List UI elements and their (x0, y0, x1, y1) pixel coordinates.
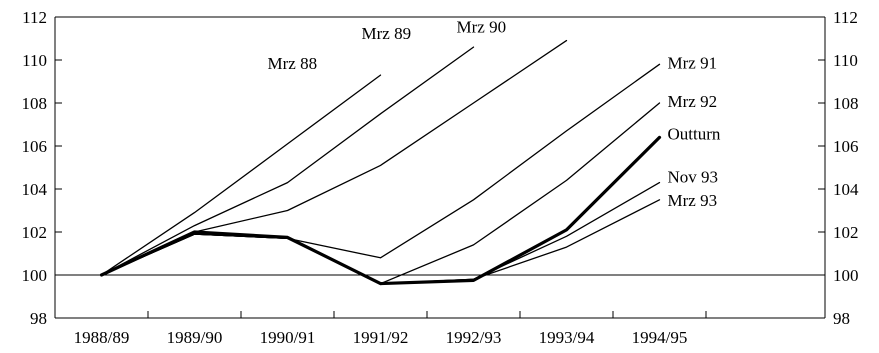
series-line-nov-93 (100, 181, 661, 285)
series-label-mrz-91: Mrz 91 (668, 53, 718, 72)
series-line-mrz-90 (100, 39, 568, 276)
series-label-mrz-89: Mrz 89 (362, 24, 412, 43)
series-label-nov-93: Nov 93 (668, 168, 719, 187)
y-tick-label-right: 102 (833, 223, 859, 242)
series-label-outturn: Outturn (668, 124, 721, 143)
series-label-mrz-93: Mrz 93 (668, 191, 718, 210)
series-line-mrz-92 (100, 102, 661, 285)
axes (54, 16, 826, 319)
series-line-mrz-89 (100, 46, 475, 276)
x-tick-label: 1990/91 (260, 328, 316, 347)
series-label-mrz-92: Mrz 92 (668, 92, 718, 111)
y-tick-label-left: 108 (22, 94, 48, 113)
y-tick-label-left: 104 (22, 180, 48, 199)
x-ticks: 1988/89 1989/90 1990/91 1991/92 1992/93 1993/… (54, 311, 707, 347)
y-tick-label-left: 110 (22, 51, 47, 70)
y-ticks-left: 98 100 102 104 106 108 110 112 (22, 8, 62, 328)
y-tick-label-left: 98 (30, 309, 47, 328)
y-tick-label-right: 112 (833, 8, 858, 27)
x-tick-label: 1988/89 (74, 328, 130, 347)
series-label-mrz-90: Mrz 90 (457, 18, 507, 37)
y-tick-label-right: 104 (833, 180, 859, 199)
series-line-mrz-91 (100, 63, 661, 276)
series-line-mrz-93 (100, 199, 661, 285)
x-tick-label: 1993/94 (539, 328, 595, 347)
y-tick-label-left: 106 (22, 137, 48, 156)
y-tick-label-right: 98 (833, 309, 850, 328)
y-tick-label-left: 100 (22, 266, 48, 285)
y-tick-label-right: 110 (833, 51, 858, 70)
x-tick-label: 1989/90 (167, 328, 223, 347)
series-labels: Mrz 88 Mrz 89 Mrz 90 Mrz 91 Mrz 92 Outturn Nov… (268, 18, 721, 210)
y-tick-label-right: 100 (833, 266, 859, 285)
x-tick-label: 1991/92 (353, 328, 409, 347)
x-tick-label: 1992/93 (446, 328, 502, 347)
y-tick-label-left: 112 (22, 8, 47, 27)
y-tick-label-left: 102 (22, 223, 48, 242)
series-line-mrz-88 (100, 74, 382, 276)
y-ticks-right: 98 100 102 104 106 108 110 112 (818, 8, 859, 328)
series-lines (99, 39, 662, 286)
x-tick-label: 1994/95 (632, 328, 688, 347)
series-label-mrz-88: Mrz 88 (268, 54, 318, 73)
y-tick-label-right: 108 (833, 94, 859, 113)
y-tick-label-right: 106 (833, 137, 859, 156)
series-line-outturn (99, 135, 662, 286)
